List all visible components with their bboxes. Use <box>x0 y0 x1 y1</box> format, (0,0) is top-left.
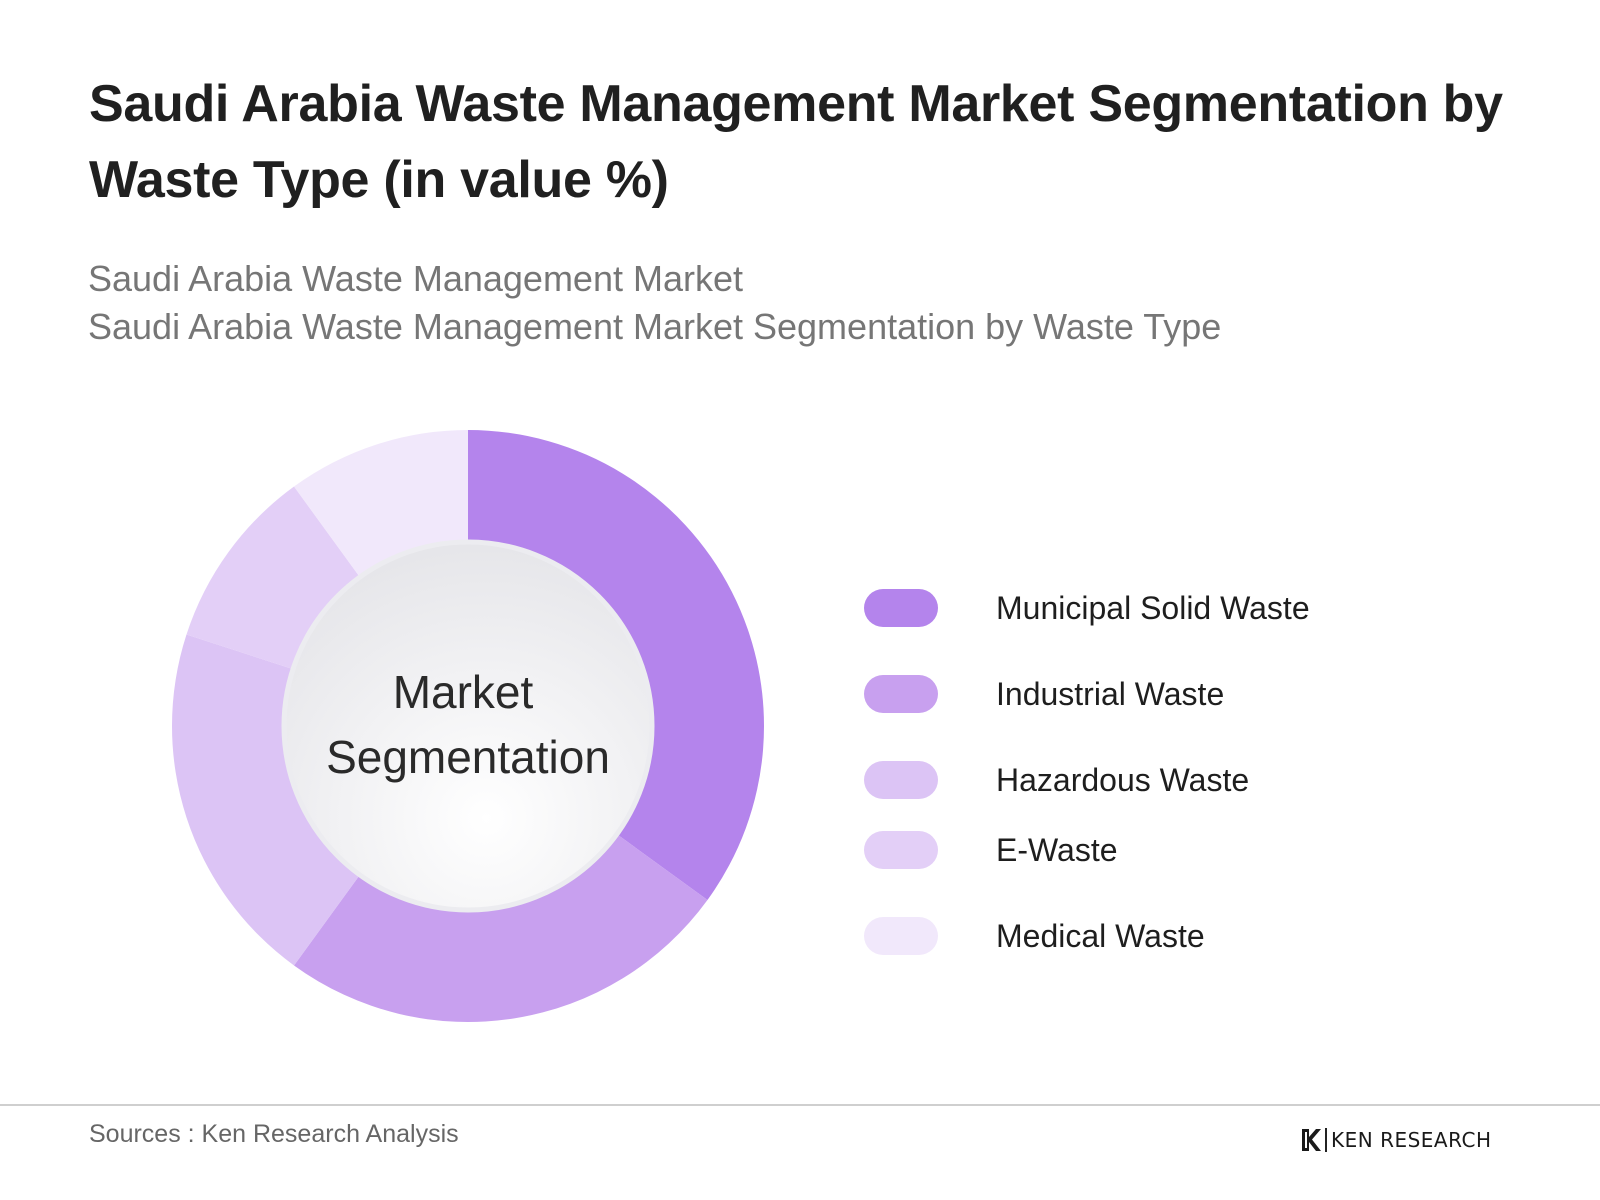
footer-divider <box>0 1104 1600 1106</box>
chart-title: Saudi Arabia Waste Management Market Seg… <box>89 75 1503 209</box>
center-label-line-2: Segmentation <box>326 731 610 783</box>
donut-slices <box>171 430 765 1022</box>
legend-swatch <box>864 675 938 713</box>
subtitle-market: Saudi Arabia Waste Management Market <box>88 258 743 299</box>
legend-item: Municipal Solid Waste <box>864 588 1310 628</box>
legend-item: Medical Waste <box>864 916 1205 956</box>
legend-swatch <box>864 761 938 799</box>
legend-label: Medical Waste <box>996 917 1205 954</box>
brand-name: KEN RESEARCH <box>1331 1128 1492 1152</box>
donut-slice-hazardous-waste <box>171 634 360 966</box>
donut-slice-industrial-waste <box>294 834 708 1022</box>
ken-research-logo: KEN RESEARCH <box>1300 1124 1492 1156</box>
legend-swatch <box>864 917 938 955</box>
subtitle-segmentation: Saudi Arabia Waste Management Market Seg… <box>88 306 1222 347</box>
center-label-line-1: Market <box>393 666 534 718</box>
donut-slice-municipal-solid-waste <box>468 430 765 900</box>
legend-label: Industrial Waste <box>996 675 1225 712</box>
sources-note: Sources : Ken Research Analysis <box>89 1120 459 1148</box>
logo-divider <box>1325 1128 1327 1152</box>
donut-slice-e-waste <box>186 486 360 670</box>
legend-label: Municipal Solid Waste <box>996 589 1310 626</box>
legend-item: E-Waste <box>864 830 1118 870</box>
legend-label: Hazardous Waste <box>996 761 1250 798</box>
legend-swatch <box>864 831 938 869</box>
legend-label: E-Waste <box>996 831 1118 868</box>
ken-research-logo-icon <box>1302 1129 1321 1151</box>
legend-swatch <box>864 589 938 627</box>
donut-center <box>281 539 655 913</box>
donut-slice-medical-waste <box>294 430 468 578</box>
legend-item: Hazardous Waste <box>864 760 1249 800</box>
legend-item: Industrial Waste <box>864 674 1224 714</box>
